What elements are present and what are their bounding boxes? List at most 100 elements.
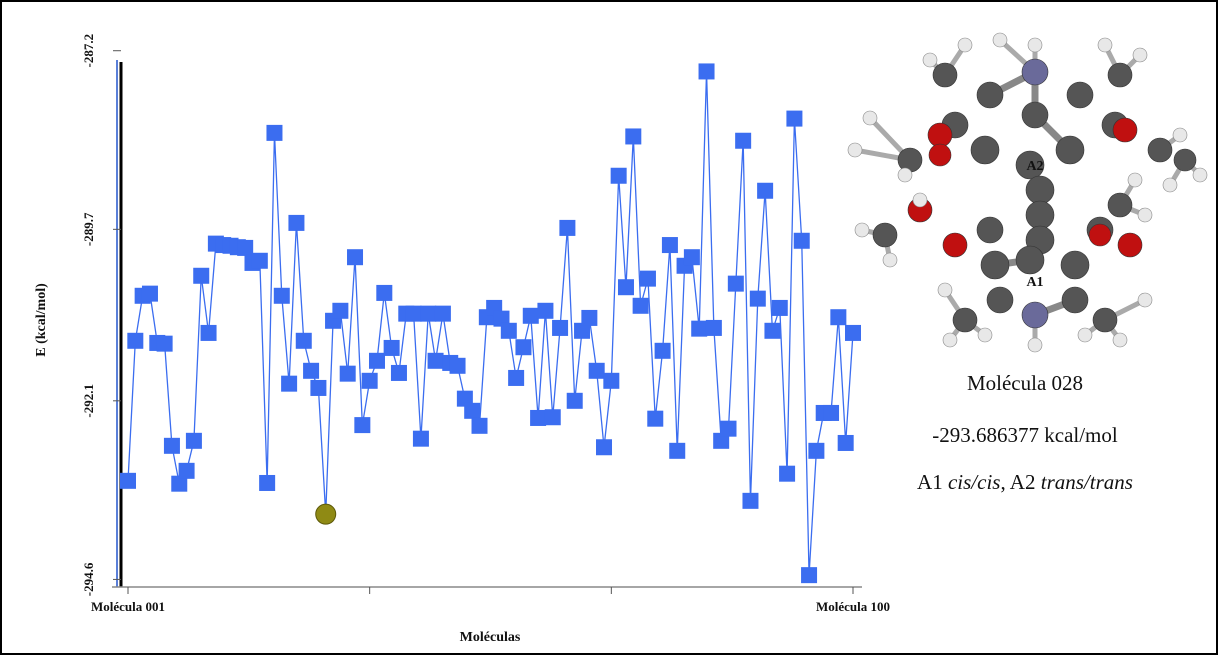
atom	[928, 123, 952, 147]
atom	[1128, 173, 1142, 187]
data-point	[266, 125, 282, 141]
data-point	[808, 443, 824, 459]
text-part: A1	[917, 470, 948, 494]
atom	[923, 53, 937, 67]
data-point	[281, 376, 297, 392]
text-part: cis/cis	[948, 470, 1001, 494]
atom	[1098, 38, 1112, 52]
data-point	[391, 365, 407, 381]
data-point	[779, 466, 795, 482]
data-point	[633, 298, 649, 314]
y-tick-label: -287.2	[81, 34, 96, 68]
data-point	[186, 433, 202, 449]
atom	[855, 223, 869, 237]
data-point	[772, 300, 788, 316]
atom	[1193, 168, 1207, 182]
data-point	[757, 183, 773, 199]
atom	[1028, 338, 1042, 352]
data-point	[501, 323, 517, 339]
highlight-point	[316, 504, 336, 524]
data-point	[288, 215, 304, 231]
atom	[977, 217, 1003, 243]
data-point	[801, 567, 817, 583]
data-point	[420, 306, 436, 322]
data-point	[647, 411, 663, 427]
atom	[1108, 63, 1132, 87]
data-point	[252, 253, 268, 269]
data-point	[369, 353, 385, 369]
data-point	[201, 325, 217, 341]
data-point	[332, 303, 348, 319]
atom	[943, 233, 967, 257]
data-point	[142, 286, 158, 302]
data-point	[596, 439, 612, 455]
data-point	[640, 271, 656, 287]
molecule-energy: -293.686377 kcal/mol	[932, 423, 1118, 447]
data-point	[435, 306, 451, 322]
data-point	[662, 237, 678, 253]
data-point	[669, 443, 685, 459]
atom	[981, 251, 1009, 279]
data-point	[464, 403, 480, 419]
data-point	[523, 308, 539, 324]
atom	[1022, 302, 1048, 328]
data-point	[735, 133, 751, 149]
data-point	[310, 380, 326, 396]
molecule-conformation: A1 cis/cis, A2 trans/trans	[917, 470, 1133, 494]
data-point	[794, 233, 810, 249]
data-point	[237, 240, 253, 256]
atom	[987, 287, 1013, 313]
data-point	[611, 168, 627, 184]
atom	[1028, 38, 1042, 52]
atom	[1078, 328, 1092, 342]
x-tick-label: Molécula 001	[91, 599, 165, 614]
atom	[1138, 208, 1152, 222]
atom	[1026, 201, 1054, 229]
y-tick-label: -289.7	[81, 212, 96, 246]
data-point	[559, 220, 575, 236]
ring-label: A1	[1026, 275, 1043, 290]
x-tick-label: Molécula 100	[816, 599, 890, 614]
y-tick-label: -292.1	[81, 384, 96, 418]
data-point	[750, 291, 766, 307]
data-point	[625, 128, 641, 144]
atom	[898, 168, 912, 182]
data-point	[603, 373, 619, 389]
data-point	[567, 393, 583, 409]
atom	[1022, 59, 1048, 85]
data-point	[706, 320, 722, 336]
y-axis-title: E (kcal/mol)	[34, 283, 49, 357]
atom	[993, 33, 1007, 47]
chart: E (kcal/mol) Moléculas A2 A1 Molécula 02…	[0, 0, 1218, 655]
atom	[1173, 128, 1187, 142]
atom	[898, 148, 922, 172]
atom	[1016, 246, 1044, 274]
atom	[1062, 287, 1088, 313]
atom	[883, 253, 897, 267]
atom	[1133, 48, 1147, 62]
data-point	[515, 339, 531, 355]
atom	[977, 82, 1003, 108]
data-point	[296, 333, 312, 349]
atom	[1163, 178, 1177, 192]
atom	[873, 223, 897, 247]
atom	[1174, 149, 1196, 171]
data-point	[413, 431, 429, 447]
atom	[1113, 333, 1127, 347]
atom	[929, 144, 951, 166]
data-point	[786, 111, 802, 127]
atom	[938, 283, 952, 297]
data-point	[845, 325, 861, 341]
data-point	[120, 473, 136, 489]
data-point	[472, 418, 488, 434]
data-point	[193, 268, 209, 284]
atom	[1067, 82, 1093, 108]
data-point	[157, 336, 173, 352]
atom	[933, 63, 957, 87]
data-point	[830, 309, 846, 325]
data-point	[274, 288, 290, 304]
data-point	[581, 310, 597, 326]
page: {"chart_data": { "type": "line", "ylabel…	[0, 0, 1218, 655]
data-point	[721, 421, 737, 437]
data-point	[618, 279, 634, 295]
